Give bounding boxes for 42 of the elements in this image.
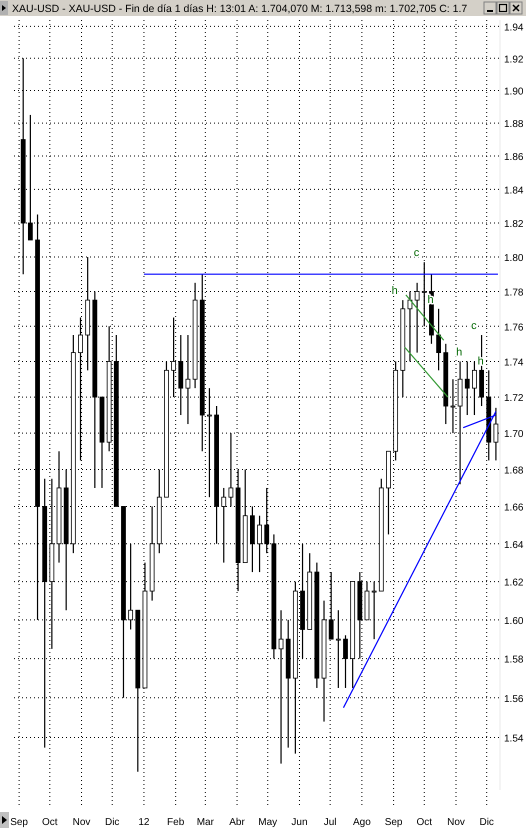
x-tick-label: Nov — [72, 817, 90, 828]
x-tick-label: Jul — [324, 817, 337, 828]
y-tick-label: 1.58 — [504, 654, 524, 666]
x-tick-label: Mar — [196, 817, 215, 828]
y-tick-label: 1.92 — [504, 54, 524, 66]
y-tick-label: 1.74 — [504, 357, 524, 368]
x-tick-label: Oct — [416, 817, 432, 828]
annotation: h — [392, 285, 398, 298]
y-tick-label: 1.66 — [504, 502, 524, 514]
y-tick-label: 1.56 — [504, 694, 524, 705]
annotation: c — [414, 247, 420, 260]
x-tick-label: Ago — [352, 817, 372, 828]
x-tick-label: Nov — [447, 817, 465, 828]
x-tick-label: May — [258, 817, 278, 828]
y-tick-label: 1.60 — [504, 616, 524, 627]
y-tick-label: 1.72 — [504, 393, 524, 404]
y-tick-label: 1.86 — [504, 152, 524, 164]
x-tick-label: Dic — [479, 817, 494, 828]
y-tick-label: 1.64 — [504, 540, 524, 551]
y-tick-label: 1.88 — [504, 119, 524, 130]
annotation: c — [471, 320, 478, 332]
y-tick-label: 1.94 — [504, 22, 524, 34]
x-tick-label: 12 — [138, 817, 150, 828]
x-tick-label: Jun — [291, 817, 308, 828]
chart-title: XAU-USD - XAU-USD - Fin de día 1 días H: 13:01 A: 1.704,070 M: 1.713,598 m: 1.702,705 C: 1.7 — [12, 3, 468, 15]
y-tick-label: 1.82 — [504, 219, 524, 230]
y-tick-label: 1.90 — [504, 86, 524, 98]
y-tick-label: 1.68 — [504, 466, 524, 477]
y-tick-label: 1.62 — [504, 578, 524, 589]
y-tick-label: 1.70 — [504, 429, 524, 440]
y-tick-label: 1.54 — [504, 734, 524, 745]
x-tick-label: Abr — [229, 817, 246, 828]
x-tick-label: Feb — [167, 817, 185, 828]
y-tick-label: 1.84 — [504, 185, 524, 196]
y-tick-label: 1.80 — [504, 253, 524, 264]
x-tick-label: Dic — [104, 817, 120, 828]
x-tick-label: Sep — [10, 817, 28, 828]
x-tick-label: Oct — [42, 817, 58, 828]
y-tick-label: 1.76 — [504, 322, 524, 334]
annotation: h — [456, 346, 462, 358]
x-tick-label: Sep — [384, 817, 403, 828]
y-tick-label: 1.78 — [504, 287, 524, 298]
